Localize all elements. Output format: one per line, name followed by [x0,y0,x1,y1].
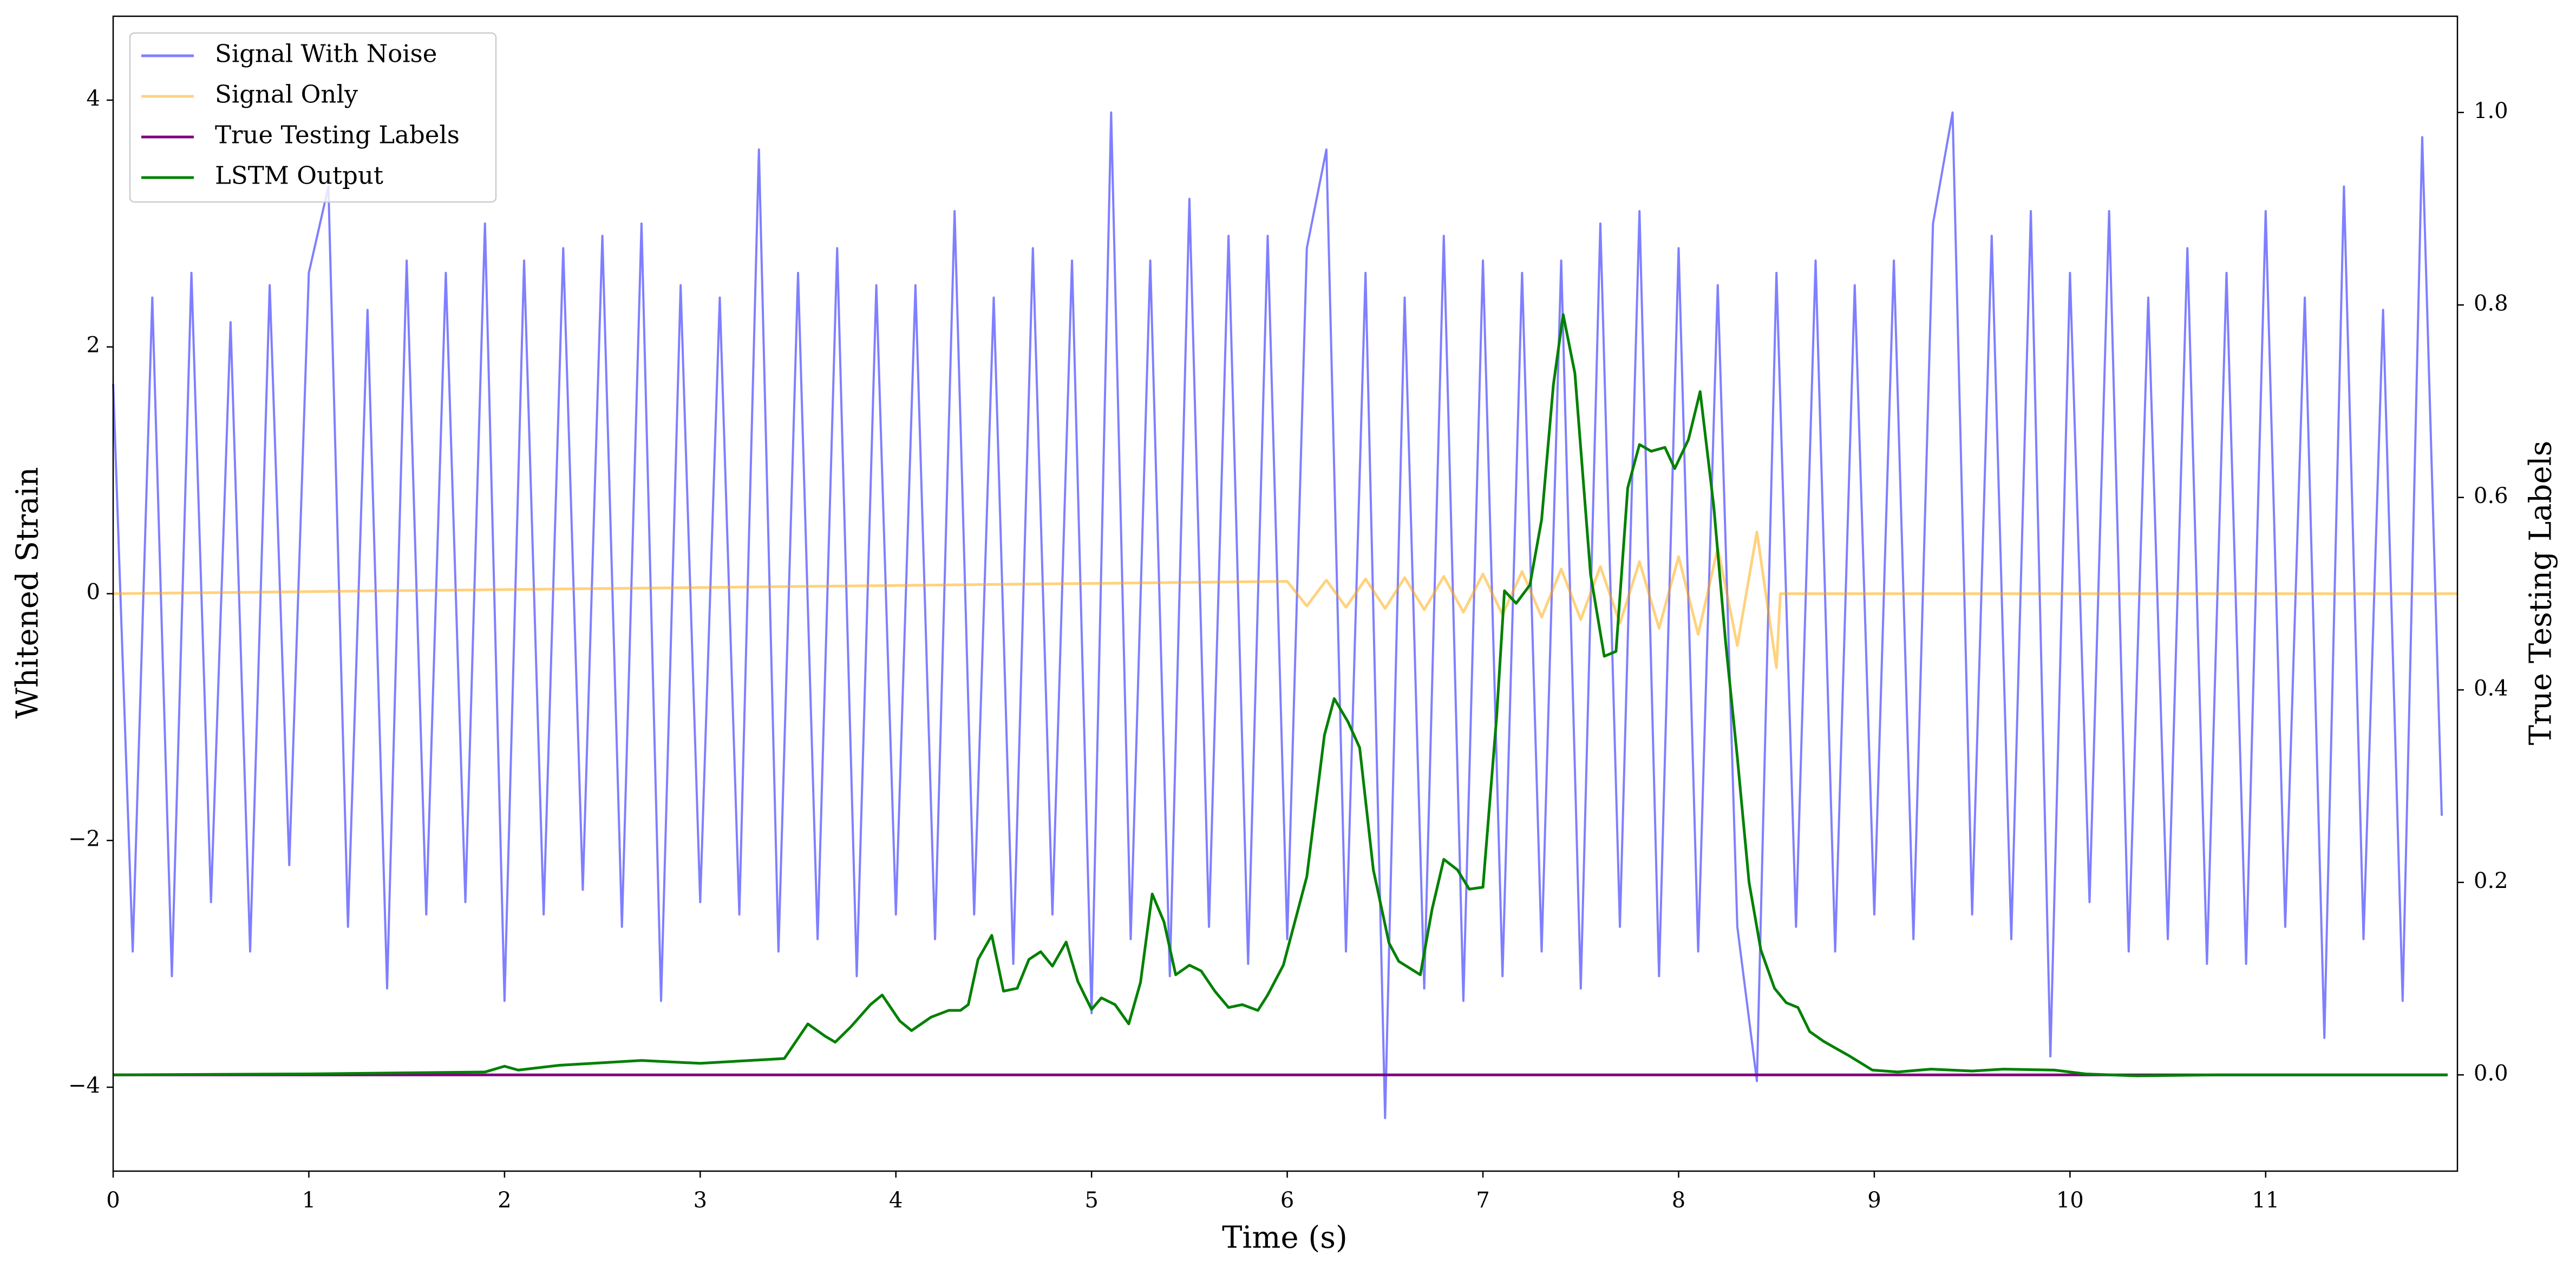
x-tick-label: 0 [106,1188,120,1213]
x-axis-label: Time (s) [1222,1220,1348,1256]
x-tick-label: 8 [1672,1188,1685,1213]
x-tick-label: 10 [2056,1188,2084,1213]
y-tick-label: 4 [87,86,100,111]
x-tick-label: 4 [889,1188,903,1213]
x-tick-label: 6 [1280,1188,1294,1213]
series-line [113,313,2448,1077]
y-axis-label: Whitened Strain [10,467,45,718]
legend-label: True Testing Labels [215,121,460,149]
series-line [113,531,2457,669]
x-tick-label: 1 [302,1188,316,1213]
legend-box [129,32,497,203]
x-tick-label: 11 [2252,1188,2279,1213]
y2-tick-label: 0.8 [2474,291,2508,316]
x-tick-label: 7 [1476,1188,1489,1213]
y-tick-label: −2 [68,826,100,851]
y2-tick-label: 0.2 [2474,868,2508,893]
y-tick-label: 0 [87,580,100,605]
y-tick-label: −4 [68,1073,100,1098]
y2-tick-label: 0.6 [2474,484,2508,508]
y2-axis-label: True Testing Labels [2523,441,2559,745]
x-tick-label: 2 [498,1188,511,1213]
legend-label: LSTM Output [215,161,383,190]
y2-tick-label: 0.4 [2474,676,2508,701]
y-tick-label: 2 [87,333,100,358]
x-tick-label: 9 [1867,1188,1881,1213]
y2-tick-label: 1.0 [2474,99,2508,123]
y2-tick-label: 0.0 [2474,1061,2508,1086]
legend-label: Signal Only [215,80,358,109]
x-tick-label: 3 [694,1188,707,1213]
legend-label: Signal With Noise [215,40,437,68]
series-line [112,111,2443,1120]
legend: Signal With Noise Signal Only True Testing… [129,32,497,203]
x-tick-label: 5 [1084,1188,1098,1213]
